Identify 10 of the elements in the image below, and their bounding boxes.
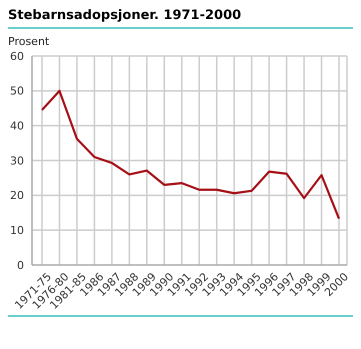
y-tick-label: 20 [10,189,24,202]
y-tick-label: 60 [10,50,24,63]
y-tick-label: 10 [10,224,24,238]
y-tick-label: 40 [10,120,24,133]
y-axis-title: Prosent [8,35,50,48]
y-tick-label: 0 [17,258,24,272]
line-series [40,90,340,220]
chart-title: Stebarnsadopsjoner. 1971-2000 [8,8,242,23]
y-tick-label: 30 [10,154,24,168]
y-tick-label: 50 [10,84,24,98]
